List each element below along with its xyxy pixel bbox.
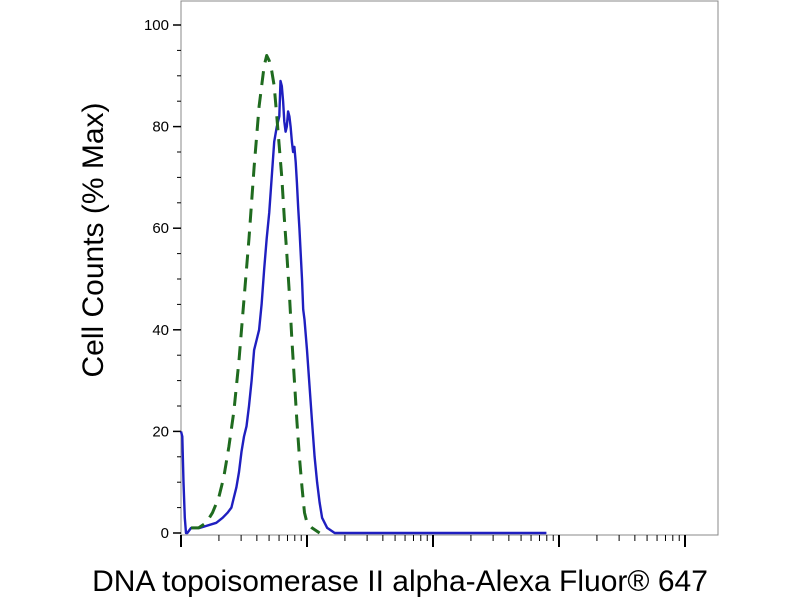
y-tick-label: 80 <box>152 119 169 136</box>
y-tick-label: 0 <box>161 525 169 542</box>
x-axis-ticks <box>180 535 686 547</box>
y-axis-ticks: 0 20 40 60 80 100 <box>144 17 181 542</box>
y-tick-label: 40 <box>152 322 169 339</box>
x-axis-label: DNA topoisomerase II alpha-Alexa Fluor® … <box>92 565 708 598</box>
dashed-series-line <box>191 54 321 535</box>
series-layer <box>179 54 547 535</box>
y-tick-label: 100 <box>144 17 169 34</box>
plot-frame <box>180 0 719 536</box>
solid-series-line <box>179 79 547 535</box>
y-tick-label: 60 <box>152 220 169 237</box>
y-tick-label: 20 <box>152 423 169 440</box>
y-axis-label: Cell Counts (% Max) <box>77 102 110 377</box>
